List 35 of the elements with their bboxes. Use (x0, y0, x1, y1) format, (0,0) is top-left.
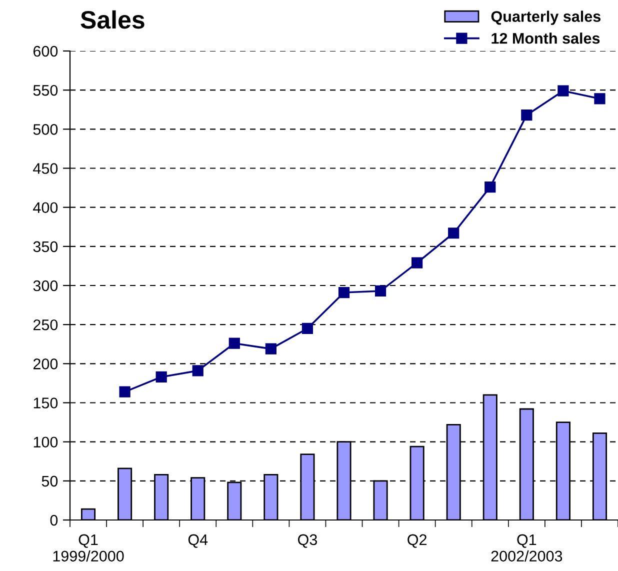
y-tick-label: 600 (33, 46, 58, 57)
x-tick-label: Q1 1999/2000 (53, 534, 124, 562)
y-tick-label: 500 (33, 124, 58, 135)
x-tick-label: Q1 2002/2003 (491, 534, 562, 562)
y-tick-label: 350 (33, 241, 58, 252)
point (558, 85, 569, 96)
y-tick-label: 100 (34, 436, 58, 448)
y-tick-label: 0 (50, 514, 58, 526)
point (119, 386, 130, 398)
chart-title: Sales (80, 10, 144, 29)
y-tick-label: 400 (33, 202, 58, 214)
point (412, 257, 423, 268)
point (338, 286, 350, 298)
point (484, 181, 496, 193)
y-tick-label: 250 (33, 319, 58, 330)
point (521, 110, 532, 121)
legend-label: Quarterly sales (491, 10, 601, 25)
point (448, 228, 460, 239)
y-tick-label: 550 (33, 84, 58, 96)
point (156, 371, 167, 383)
y-tick-label: 200 (33, 358, 58, 370)
point (374, 285, 386, 297)
point (265, 343, 276, 354)
y-tick-label: 450 (33, 163, 58, 174)
x-tick-label: Q2 (408, 534, 426, 548)
y-tick-label: 150 (34, 398, 58, 408)
point (228, 338, 240, 349)
y-tick-label: 300 (33, 280, 58, 292)
legend-label: 12 Month sales (492, 32, 600, 44)
x-tick-label: Q3 (298, 534, 317, 548)
point (594, 93, 606, 104)
y-tick-label: 50 (42, 476, 58, 487)
x-tick-label: Q4 (188, 534, 208, 548)
point (302, 322, 314, 334)
point (192, 365, 204, 376)
